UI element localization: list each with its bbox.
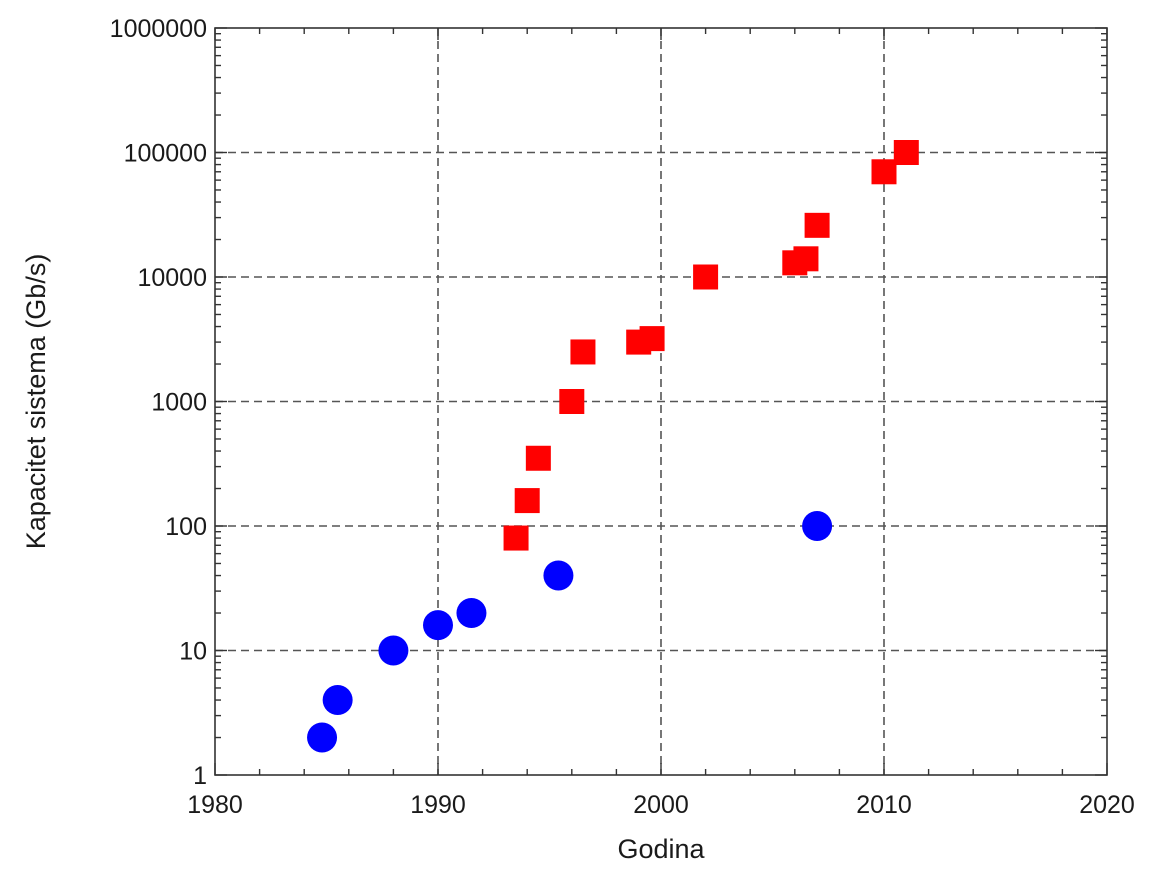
x-tick-label: 1980 — [187, 791, 243, 819]
data-series — [307, 140, 919, 753]
square-point — [525, 445, 551, 471]
square-point — [639, 326, 665, 352]
y-tick-label: 100000 — [124, 140, 207, 168]
y-tick-label: 10 — [179, 638, 207, 666]
x-tick-labels: 1980 1990 2000 2010 2020 — [187, 791, 1135, 819]
square-point — [514, 488, 540, 514]
x-axis-title: Godina — [617, 834, 705, 864]
square-point — [570, 339, 596, 365]
tick-marks — [214, 27, 1108, 776]
y-tick-label: 1000000 — [110, 15, 207, 43]
y-tick-label: 10000 — [137, 264, 207, 292]
circle-series — [307, 511, 833, 753]
square-point — [793, 246, 819, 272]
grid-lines — [215, 28, 1107, 775]
y-axis-title: Kapacitet sistema (Gb/s) — [21, 254, 51, 550]
circle-point — [456, 598, 487, 629]
x-tick-label: 2020 — [1079, 791, 1135, 819]
y-tick-label: 100 — [165, 513, 207, 541]
y-tick-label: 1 — [193, 762, 207, 790]
circle-point — [543, 560, 574, 591]
square-point — [804, 212, 830, 238]
circle-point — [423, 610, 453, 641]
y-tick-labels: 1 10 100 1000 10000 100000 1000000 — [110, 15, 207, 790]
y-tick-label: 1000 — [151, 389, 207, 417]
square-point — [893, 140, 919, 165]
square-series — [503, 140, 919, 551]
x-tick-label: 2000 — [633, 791, 689, 819]
x-tick-label: 2010 — [856, 791, 912, 819]
circle-point — [378, 635, 409, 666]
circle-point — [322, 685, 353, 716]
square-point — [503, 525, 529, 551]
circle-point — [307, 722, 338, 753]
square-point — [559, 389, 585, 414]
x-tick-label: 1990 — [410, 791, 466, 819]
circle-point — [802, 511, 833, 541]
square-point — [693, 264, 719, 290]
square-point — [871, 159, 897, 185]
